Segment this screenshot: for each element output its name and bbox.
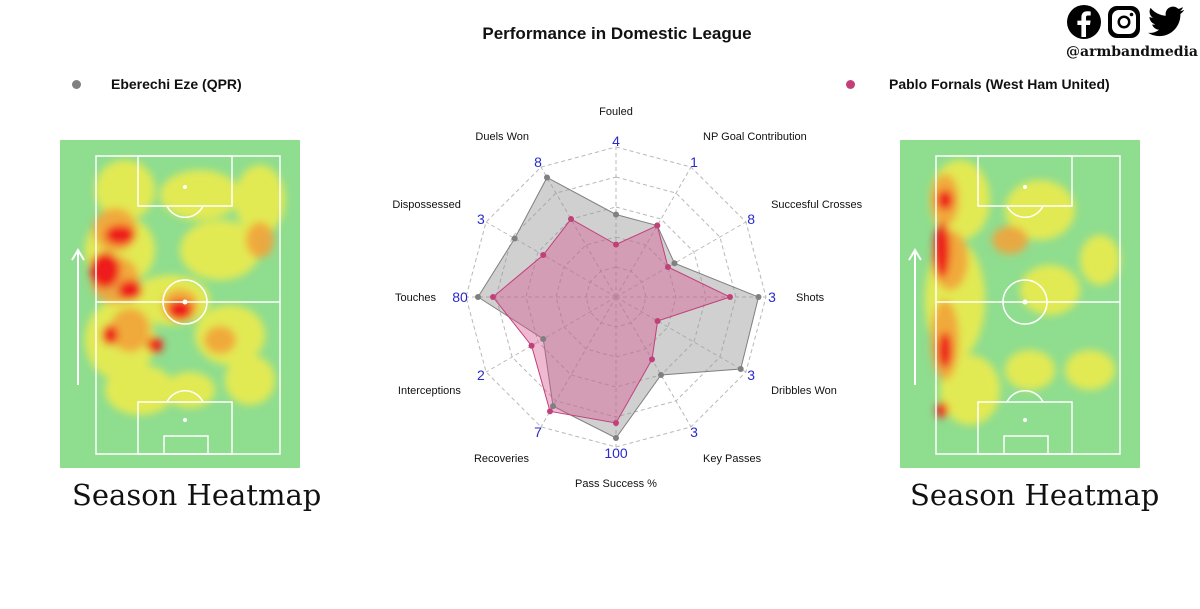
axis-max-label: 3 bbox=[690, 424, 698, 440]
axis-max-label: 8 bbox=[534, 154, 542, 170]
axis-label: Dribbles Won bbox=[771, 385, 837, 397]
axis-max-label: 3 bbox=[768, 289, 776, 305]
axis-label: Succesful Crosses bbox=[771, 199, 863, 211]
grid-spoke bbox=[485, 221, 617, 298]
grid-ring bbox=[525, 206, 707, 388]
facebook-icon[interactable] bbox=[1066, 4, 1102, 40]
legend-label-left: Eberechi Eze (QPR) bbox=[111, 76, 242, 92]
series-point-eze bbox=[671, 260, 678, 267]
grid-ring bbox=[555, 236, 677, 358]
series-point-fornals bbox=[654, 222, 661, 229]
axis-label: Fouled bbox=[599, 106, 633, 118]
series-point-fornals bbox=[649, 356, 655, 363]
axis-label: Shots bbox=[796, 292, 825, 304]
series-point-fornals bbox=[540, 252, 547, 258]
series-point-fornals bbox=[528, 342, 535, 349]
axis-max-label: 7 bbox=[534, 424, 542, 440]
heatmap-left bbox=[60, 140, 300, 468]
series-point-eze bbox=[613, 435, 619, 441]
series-point-fornals bbox=[490, 294, 496, 300]
series-point-fornals bbox=[727, 294, 733, 300]
axis-label: NP Goal Contribution bbox=[703, 131, 807, 143]
axis-label: Pass Success % bbox=[575, 478, 657, 490]
series-point-fornals bbox=[547, 408, 553, 415]
axis-label: Interceptions bbox=[398, 385, 461, 397]
grid-spoke bbox=[540, 166, 617, 298]
twitter-icon[interactable] bbox=[1146, 4, 1186, 40]
grid-spoke bbox=[615, 221, 747, 298]
series-point-eze bbox=[540, 336, 547, 342]
axis-max-label: 3 bbox=[747, 367, 755, 383]
series-point-eze bbox=[755, 294, 762, 300]
axis-label: Key Passes bbox=[703, 453, 762, 465]
pitch-lines-right bbox=[935, 155, 1121, 455]
grid-spoke bbox=[615, 296, 747, 373]
series-point-eze bbox=[511, 235, 518, 242]
heatmap-right bbox=[900, 140, 1140, 468]
legend-left: Eberechi Eze (QPR) bbox=[72, 76, 242, 92]
axis-label: Touches bbox=[395, 292, 436, 304]
pitch-lines-left bbox=[95, 155, 281, 455]
legend-dot-right bbox=[846, 79, 855, 89]
series-point-eze bbox=[613, 211, 619, 218]
attack-direction-arrow-right bbox=[908, 248, 922, 385]
axis-label: Duels Won bbox=[475, 131, 529, 143]
radar-grid bbox=[465, 146, 767, 448]
series-point-eze bbox=[544, 174, 550, 181]
axis-max-label: 1 bbox=[690, 154, 698, 170]
radar-axis-labels: Fouled NP Goal Contribution Succesful Cros… bbox=[392, 106, 862, 490]
series-point-eze bbox=[658, 371, 664, 378]
social-handle[interactable]: @armbandmedia bbox=[1066, 44, 1198, 60]
axis-max-label: 80 bbox=[452, 289, 468, 305]
instagram-icon[interactable] bbox=[1106, 4, 1142, 40]
series-point-fornals bbox=[654, 318, 661, 324]
legend-label-right: Pablo Fornals (West Ham United) bbox=[889, 76, 1110, 92]
grid-spoke bbox=[615, 296, 692, 428]
heat-blobs-left bbox=[85, 160, 285, 415]
social-block: @armbandmedia bbox=[1066, 4, 1198, 60]
series-point-eze bbox=[475, 294, 481, 300]
axis-label: Dispossessed bbox=[392, 199, 460, 211]
caption-right: Season Heatmap bbox=[910, 478, 1160, 512]
grid-spoke bbox=[540, 296, 617, 428]
series-point-fornals bbox=[613, 420, 619, 426]
grid-spoke bbox=[615, 166, 692, 298]
series-point-fornals bbox=[613, 241, 619, 248]
grid-spoke bbox=[485, 296, 617, 373]
series-point-eze bbox=[737, 366, 744, 372]
radar-chart: 4 1 8 3 3 3 100 7 2 80 3 8 Fouled NP Goal Contributi… bbox=[392, 106, 862, 490]
attack-direction-arrow-left bbox=[71, 248, 85, 385]
chart-title: Performance in Domestic League bbox=[482, 24, 752, 43]
axis-max-label: 4 bbox=[612, 133, 620, 149]
axis-max-label: 2 bbox=[477, 367, 485, 383]
series-point-eze bbox=[550, 403, 556, 410]
series-point-fornals bbox=[664, 264, 671, 270]
axis-label: Recoveries bbox=[474, 453, 530, 465]
radar-axis-max-labels: 4 1 8 3 3 3 100 7 2 80 3 8 bbox=[452, 133, 776, 461]
series-point-fornals bbox=[568, 216, 574, 223]
radar-series bbox=[475, 174, 762, 441]
axis-max-label: 8 bbox=[747, 211, 755, 227]
axis-max-label: 3 bbox=[477, 211, 485, 227]
axis-max-label: 100 bbox=[604, 445, 628, 461]
caption-left: Season Heatmap bbox=[72, 478, 322, 512]
legend-dot-left bbox=[72, 79, 81, 89]
legend-right: Pablo Fornals (West Ham United) bbox=[846, 76, 1110, 92]
